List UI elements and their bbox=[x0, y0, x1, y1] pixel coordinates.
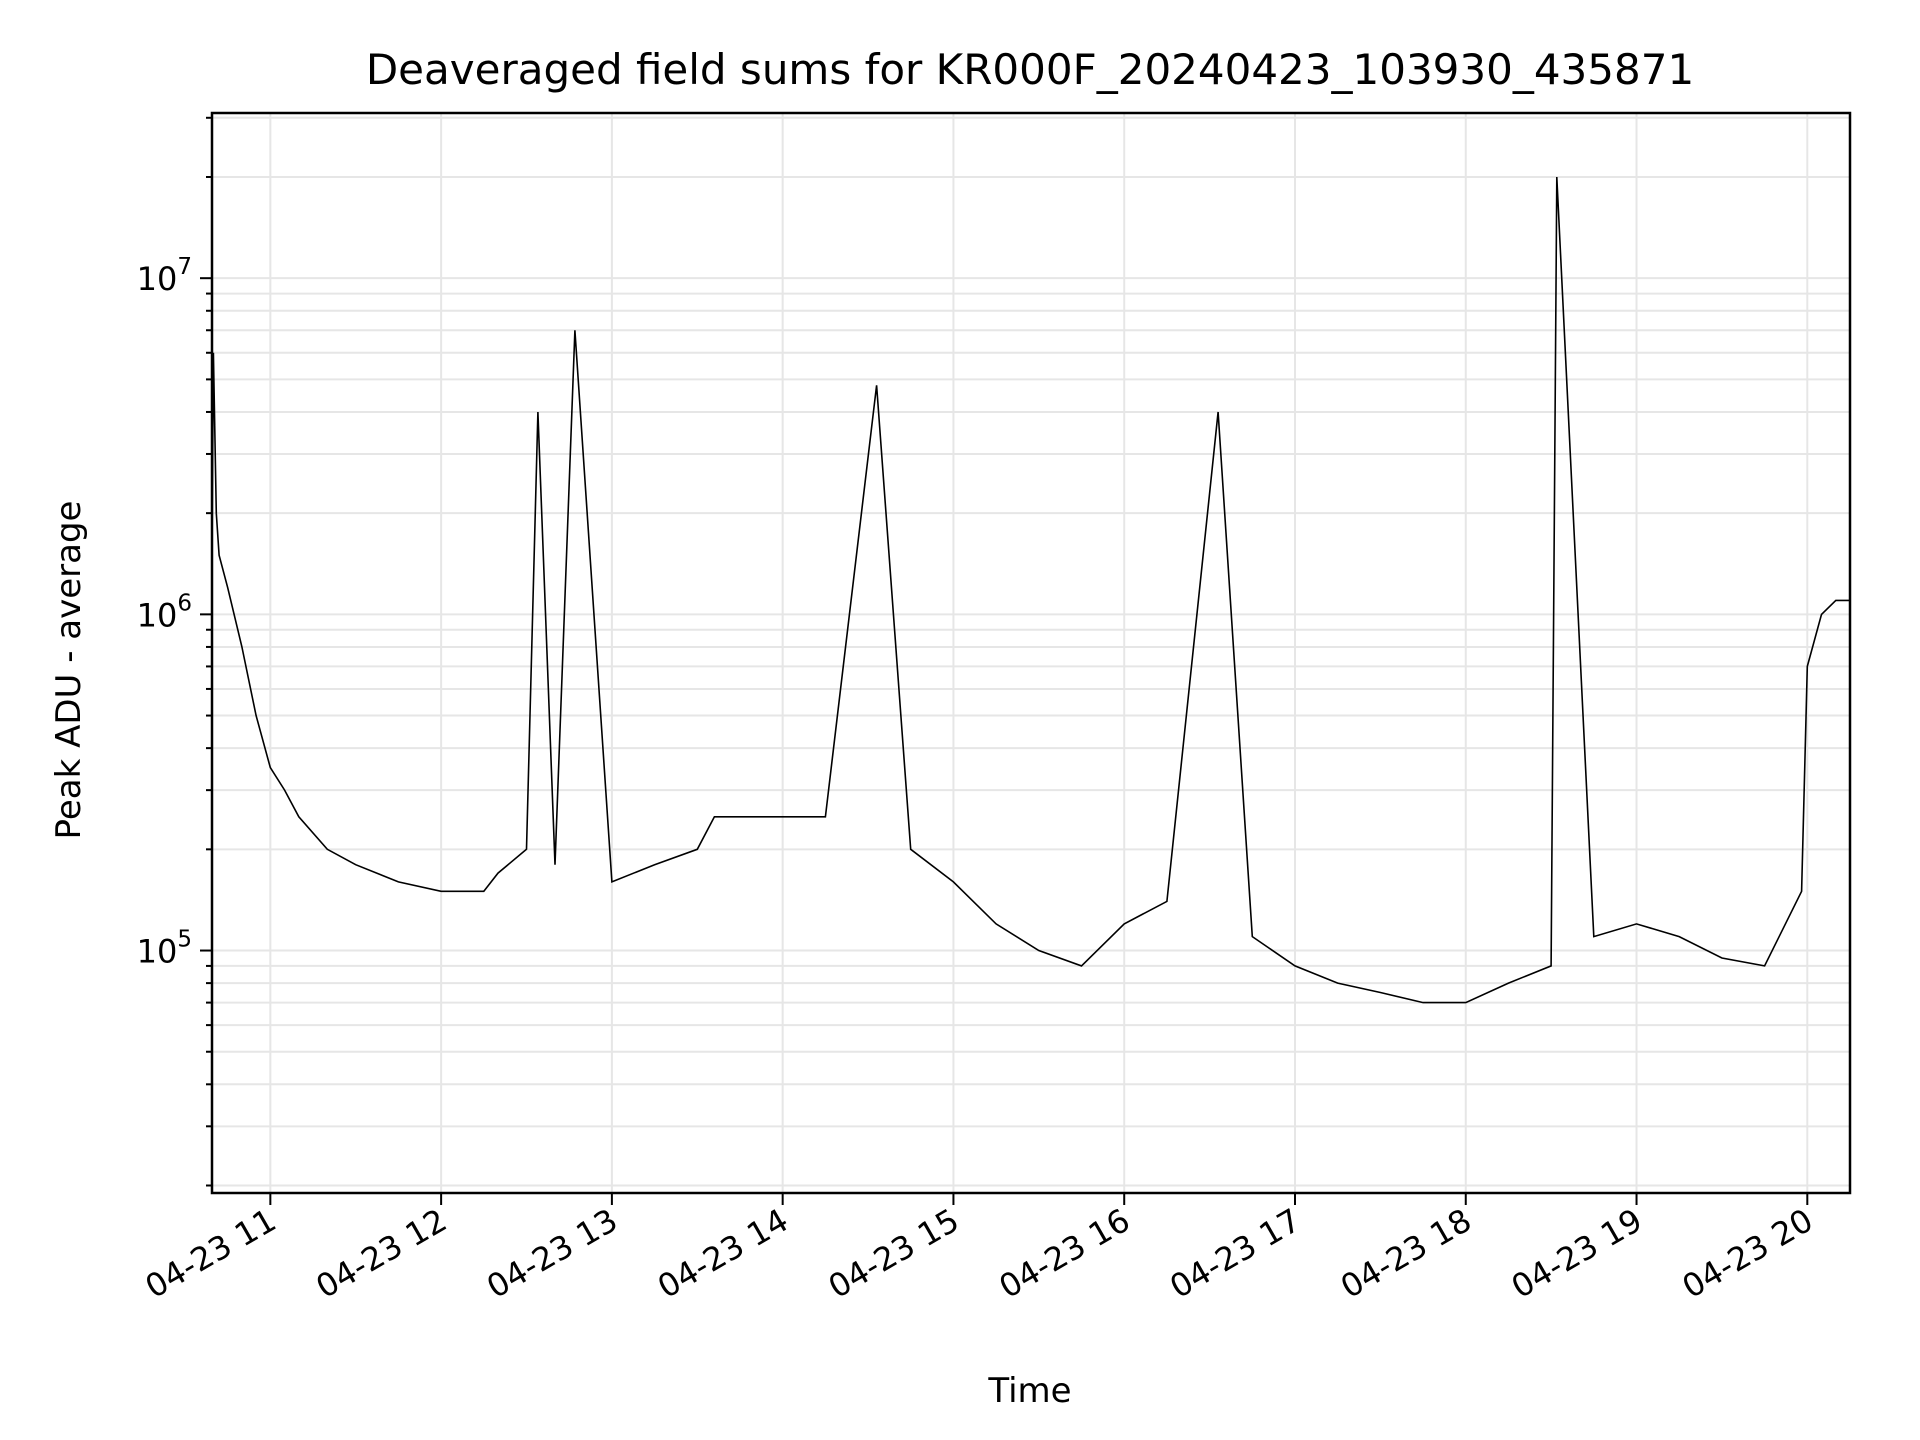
chart-title: Deaveraged field sums for KR000F_2024042… bbox=[366, 45, 1694, 94]
y-tick-label: 106 bbox=[137, 590, 192, 634]
y-tick-exponent: 7 bbox=[177, 254, 192, 280]
y-axis-title: Peak ADU - average bbox=[49, 501, 89, 840]
x-axis-title: Time bbox=[987, 1371, 1071, 1411]
plot-frame bbox=[210, 111, 1852, 1195]
y-tick-exponent: 6 bbox=[177, 590, 192, 616]
y-tick-base: 10 bbox=[137, 260, 178, 298]
y-tick-base: 10 bbox=[137, 596, 178, 634]
y-tick-exponent: 5 bbox=[177, 927, 192, 953]
y-tick-label: 107 bbox=[137, 254, 192, 298]
data-series bbox=[211, 176, 1850, 1004]
series-line bbox=[211, 176, 1850, 1004]
y-tick-label: 105 bbox=[137, 927, 192, 971]
y-tick-base: 10 bbox=[137, 933, 178, 971]
grid bbox=[212, 113, 1850, 1193]
